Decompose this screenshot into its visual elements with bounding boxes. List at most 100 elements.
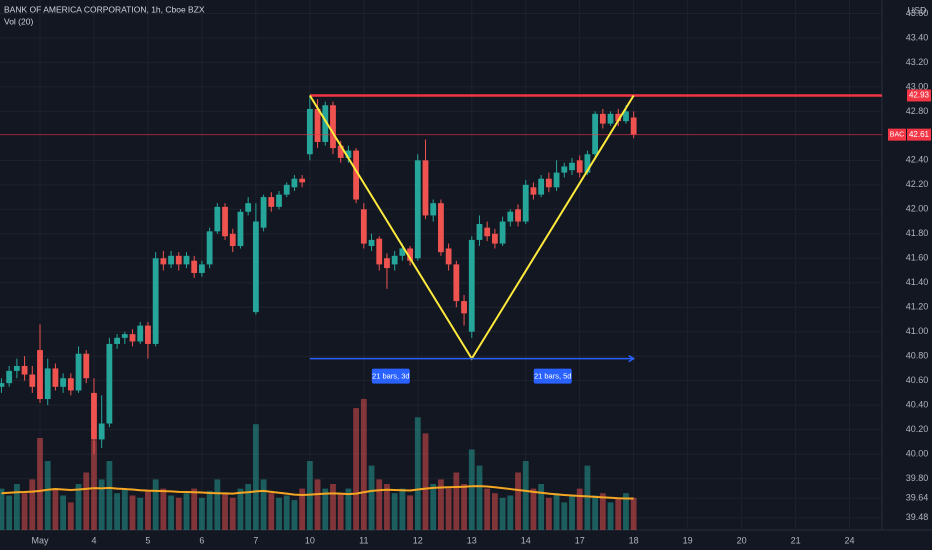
volume-bar (599, 493, 606, 530)
volume-bar (21, 493, 28, 530)
volume-bar (569, 495, 575, 530)
volume-bar (322, 488, 329, 530)
volume-bar (461, 484, 467, 530)
candle-body (67, 378, 74, 391)
indicator-label: Vol (20) (4, 16, 33, 26)
x-tick-label: 10 (305, 535, 315, 545)
volume-bar (160, 488, 167, 530)
candle-body (445, 248, 452, 265)
volume-bar (283, 495, 290, 530)
candle-body (121, 334, 128, 338)
volume-bar (438, 479, 444, 530)
volume-bar (476, 465, 483, 530)
volume-bar (538, 484, 545, 530)
volume-bar (229, 497, 236, 530)
candle-body (199, 264, 205, 273)
y-tick-label: 41.20 (906, 302, 929, 312)
candle-body (83, 353, 90, 379)
y-tick-label: 39.48 (906, 512, 929, 522)
volume-bar (245, 484, 252, 530)
candle-body (368, 239, 375, 247)
volume-bar (584, 465, 591, 530)
candle-body (530, 187, 537, 195)
volume-bar (6, 495, 13, 530)
candle-body (515, 209, 521, 222)
candle-body (145, 325, 151, 344)
candle-body (414, 160, 421, 259)
volume-bar (499, 497, 506, 530)
candle-body (592, 113, 599, 155)
candle-body (276, 194, 282, 207)
candle-body (75, 353, 82, 391)
y-tick-label: 40.60 (906, 375, 929, 385)
volume-bar (191, 488, 198, 530)
currency: USD (907, 5, 927, 15)
y-tick-label: 41.40 (906, 277, 929, 287)
candle-body (599, 113, 606, 124)
volume-bar (384, 484, 390, 530)
volume-bar (368, 465, 375, 530)
volume-bar (152, 479, 159, 530)
candle-body (214, 206, 221, 232)
x-tick-label: 14 (521, 535, 531, 545)
y-tick-label: 40.40 (906, 400, 929, 410)
candle-body (52, 368, 59, 387)
x-tick-label: 12 (413, 535, 423, 545)
y-tick-label: 43.40 (906, 32, 929, 42)
candle-body (206, 231, 213, 265)
axes: 43.60 43.40 43.20 43.00 42.80 42.40 42.20 42.00… (31, 8, 931, 545)
candle-body (183, 255, 190, 265)
x-tick-label: 17 (575, 535, 585, 545)
candle-body (545, 178, 552, 188)
date-range-label: 21 bars, 5d (534, 372, 572, 381)
candle-body (60, 378, 67, 387)
volume-bar (623, 493, 629, 530)
volume-bar (345, 488, 352, 530)
x-tick-label: 6 (199, 535, 204, 545)
volume-bar (114, 493, 120, 530)
candle-body (106, 343, 113, 424)
candle-body (152, 258, 159, 344)
candle-body (222, 206, 228, 237)
candle-body (522, 184, 529, 222)
candles (0, 95, 637, 455)
last-price-symbol: BAC (890, 131, 904, 138)
candle-body (553, 172, 560, 188)
volume-bar (430, 484, 437, 530)
volume-bar (268, 493, 275, 530)
candle-body (476, 223, 483, 240)
date-range-arrow (628, 354, 636, 363)
volume-bar (422, 433, 429, 530)
y-tick-label: 40.80 (906, 351, 929, 361)
x-tick-label: 24 (845, 535, 855, 545)
candle-body (6, 370, 13, 384)
candle-body (507, 211, 514, 222)
horizontal-line-label: 42.93 (909, 91, 930, 100)
volume-bar (353, 408, 360, 530)
volume-bar (121, 488, 128, 530)
drawings: 21 bars, 3d 21 bars, 5d (0, 94, 882, 384)
volume-bar (630, 497, 637, 530)
y-tick-label: 42.00 (906, 204, 929, 214)
x-tick-label: 18 (629, 535, 639, 545)
candle-body (260, 197, 267, 228)
volume-bar (576, 488, 583, 530)
candle-body (44, 368, 51, 400)
volume-bar (515, 472, 521, 530)
volume-bar (137, 497, 144, 530)
y-tick-label: 42.20 (906, 179, 929, 189)
y-tick-label: 43.60 (906, 8, 929, 18)
volume-bar (414, 417, 421, 530)
volume-pane (0, 398, 637, 530)
volume-bar (260, 479, 267, 530)
candle-body (114, 337, 120, 344)
candle-body (407, 248, 413, 261)
y-tick-label: 40.00 (906, 448, 929, 458)
volume-bar (276, 497, 282, 530)
volume-bar (91, 440, 97, 530)
volume-bar (106, 461, 113, 530)
candle-body (29, 374, 36, 387)
candle-body (499, 221, 506, 244)
candle-body (337, 145, 344, 158)
